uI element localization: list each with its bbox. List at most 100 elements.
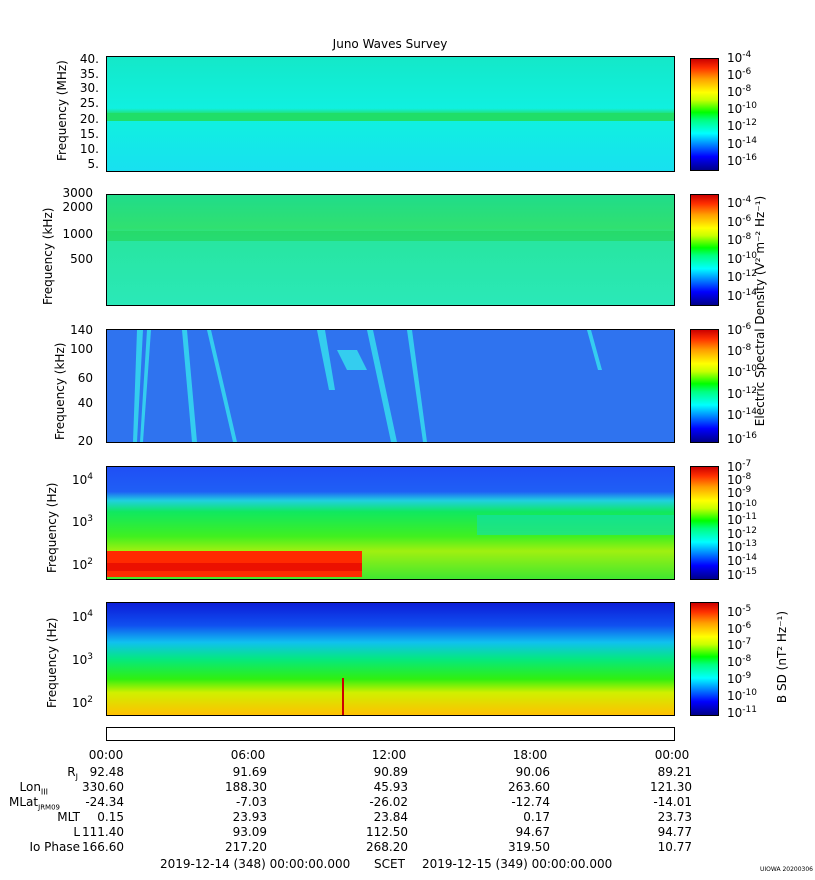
ytick: 500 xyxy=(70,252,93,266)
cbar-tick: 10-12 xyxy=(727,526,757,542)
cbar-tick: 10-7 xyxy=(727,637,752,653)
eph-lon-1: 188.30 xyxy=(225,780,267,794)
eph-mlt-1: 23.93 xyxy=(232,810,267,824)
spectrogram-3-image xyxy=(107,330,674,442)
eph-l-3: 94.67 xyxy=(515,825,550,839)
cbar-tick: 10-16 xyxy=(727,431,757,447)
ytick: 104 xyxy=(71,609,93,624)
xtick-time: 12:00 xyxy=(371,748,407,762)
cbar-tick: 10-10 xyxy=(727,499,757,515)
ytick: 30. xyxy=(79,81,99,95)
eph-io-3: 319.50 xyxy=(508,840,550,854)
eph-label-l: L xyxy=(73,825,80,839)
spectrogram-5-image xyxy=(107,603,674,715)
eph-l-1: 93.09 xyxy=(232,825,267,839)
spectrogram-panel-5 xyxy=(106,602,675,716)
eph-lon-3: 263.60 xyxy=(508,780,550,794)
ytick: 2000 xyxy=(62,200,93,214)
cbar-tick: 10-4 xyxy=(727,195,752,211)
eph-mlt-3: 0.17 xyxy=(523,810,550,824)
ytick: 5. xyxy=(87,157,99,171)
cbar-tick: 10-16 xyxy=(727,153,757,169)
eph-io-0: 166.60 xyxy=(82,840,124,854)
cbar-tick: 10-14 xyxy=(727,288,757,304)
ytick: 102 xyxy=(71,695,93,710)
chart-title: Juno Waves Survey xyxy=(332,37,448,51)
eph-l-0: 111.40 xyxy=(82,825,124,839)
cbar-tick: 10-12 xyxy=(727,118,757,134)
cbar-tick: 10-10 xyxy=(727,101,757,117)
eph-label-lon: LonIII xyxy=(19,780,49,797)
eph-l-2: 112.50 xyxy=(366,825,408,839)
cbar-tick: 10-10 xyxy=(727,364,757,380)
spectrogram-panel-4 xyxy=(106,466,675,580)
spectrogram-1-image xyxy=(107,57,674,171)
ylabel-panel-3: Frequency (kHz) xyxy=(53,342,67,440)
spectrogram-2-image xyxy=(107,195,674,305)
eph-mlat-0: -24.34 xyxy=(85,795,124,809)
cbar-tick: 10-6 xyxy=(727,322,752,338)
ytick: 104 xyxy=(71,472,93,487)
eph-lon-0: 330.60 xyxy=(82,780,124,794)
eph-mlt-0: 0.15 xyxy=(97,810,124,824)
eph-lon-2: 45.93 xyxy=(373,780,408,794)
ytick: 40. xyxy=(79,52,99,66)
xtick-time: 18:00 xyxy=(512,748,548,762)
version-stamp: UIOWA 20200306 xyxy=(759,866,813,873)
cbar-tick: 10-8 xyxy=(727,472,752,488)
ytick: 1000 xyxy=(62,227,93,241)
ytick: 35. xyxy=(79,67,99,81)
ytick: 25. xyxy=(79,96,99,110)
cbar-tick: 10-8 xyxy=(727,654,752,670)
ytick: 40 xyxy=(77,396,93,410)
ytick: 103 xyxy=(71,652,93,667)
time-axis-bar xyxy=(106,727,675,741)
eph-l-4: 94.77 xyxy=(657,825,692,839)
cbar-tick: 10-14 xyxy=(727,553,757,569)
ytick: 20. xyxy=(79,112,99,126)
colorbar-5 xyxy=(690,602,719,716)
eph-label-mlat: MLatJRM09 xyxy=(9,795,60,812)
ytick: 20 xyxy=(77,434,93,448)
cbar-tick: 10-14 xyxy=(727,136,757,152)
cbar-tick: 10-13 xyxy=(727,539,757,555)
ytick: 10. xyxy=(79,142,99,156)
eph-label-rj: RJ xyxy=(67,765,78,782)
xtick-time: 00:00 xyxy=(88,748,124,762)
cbar-tick: 10-4 xyxy=(727,50,752,66)
xtick-time: 00:00 xyxy=(654,748,690,762)
cbar-tick: 10-6 xyxy=(727,214,752,230)
xtick-time: 06:00 xyxy=(230,748,266,762)
cbar-tick: 10-8 xyxy=(727,232,752,248)
eph-rj-2: 90.89 xyxy=(373,765,408,779)
eph-rj-1: 91.69 xyxy=(232,765,267,779)
eph-label-io: Io Phase xyxy=(29,840,80,854)
cbar-tick: 10-10 xyxy=(727,251,757,267)
eph-mlt-2: 23.84 xyxy=(373,810,408,824)
colorbar-1 xyxy=(690,58,719,171)
cbar-tick: 10-6 xyxy=(727,621,752,637)
eph-mlat-2: -26.02 xyxy=(369,795,408,809)
cbar-tick: 10-12 xyxy=(727,269,757,285)
cbar-tick: 10-11 xyxy=(727,512,757,528)
cbar-tick: 10-12 xyxy=(727,386,757,402)
cbar-tick: 10-10 xyxy=(727,688,757,704)
ytick: 15. xyxy=(79,127,99,141)
cbar-tick: 10-15 xyxy=(727,567,757,583)
colorbar-2 xyxy=(690,194,719,306)
footer-end-time: 2019-12-15 (349) 00:00:00.000 xyxy=(422,857,613,871)
ytick: 103 xyxy=(71,514,93,529)
spectrogram-panel-3 xyxy=(106,329,675,443)
cbar-tick: 10-9 xyxy=(727,485,752,501)
eph-io-1: 217.20 xyxy=(225,840,267,854)
eph-lon-4: 121.30 xyxy=(650,780,692,794)
footer-start-time: 2019-12-14 (348) 00:00:00.000 xyxy=(160,857,351,871)
eph-rj-3: 90.06 xyxy=(515,765,550,779)
eph-label-mlt: MLT xyxy=(57,810,80,824)
eph-rj-0: 92.48 xyxy=(89,765,124,779)
eph-io-2: 268.20 xyxy=(366,840,408,854)
cbar-label-bsd: B SD (nT² Hz⁻¹) xyxy=(775,610,789,704)
eph-mlat-4: -14.01 xyxy=(653,795,692,809)
ytick: 100 xyxy=(70,342,93,356)
ytick: 3000 xyxy=(62,186,93,200)
